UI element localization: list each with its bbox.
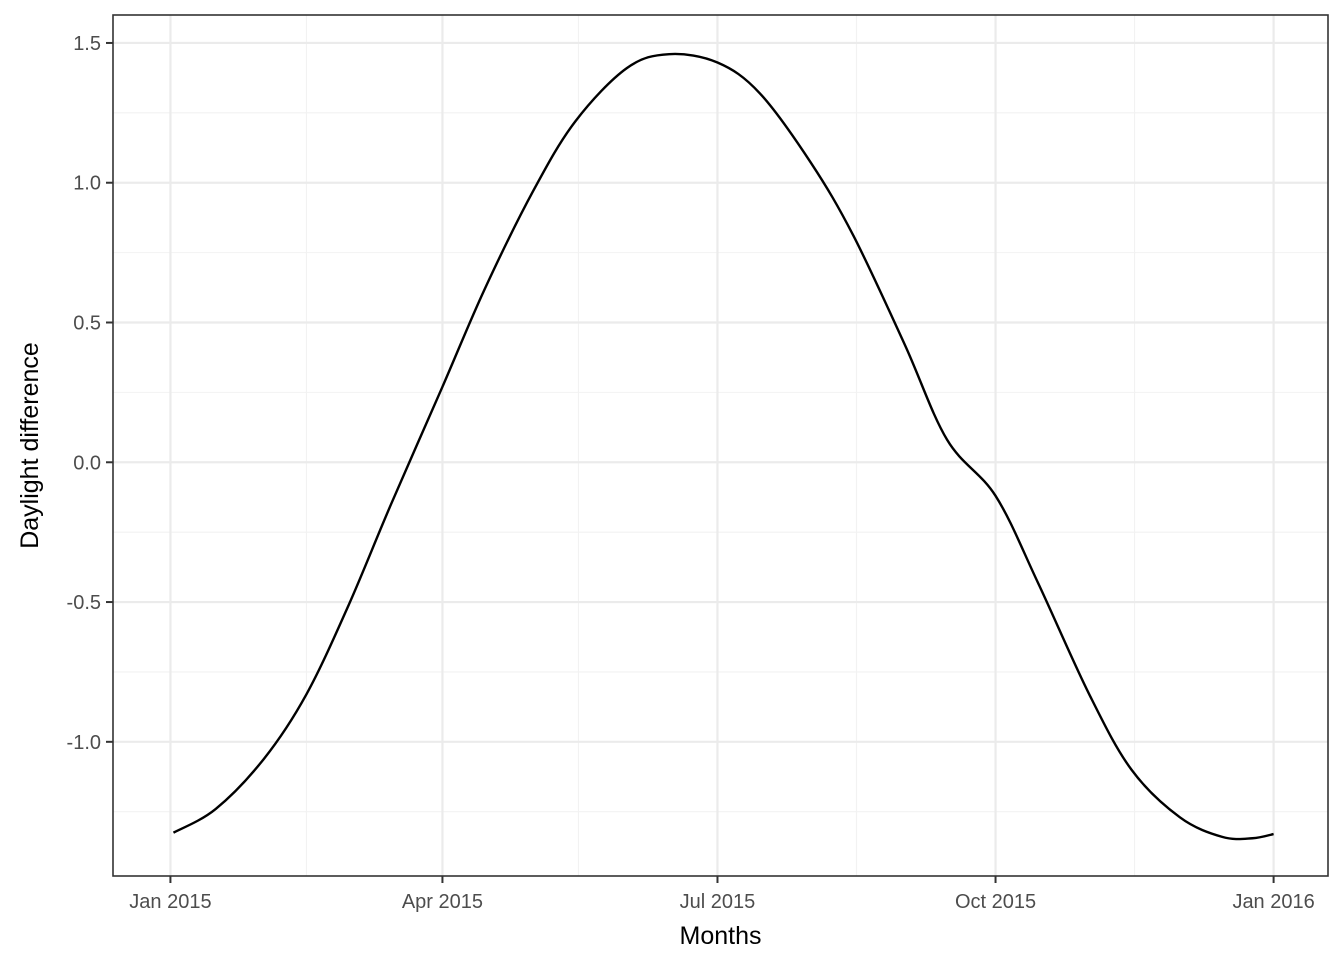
x-tick-label: Apr 2015 xyxy=(402,891,483,913)
y-tick-label: 0.0 xyxy=(73,452,101,474)
x-tick-label: Oct 2015 xyxy=(955,891,1036,913)
x-tick-label: Jan 2015 xyxy=(129,891,211,913)
y-axis-title: Daylight difference xyxy=(16,342,44,549)
x-tick-label: Jan 2016 xyxy=(1232,891,1314,913)
x-axis: Jan 2015 Apr 2015 Jul 2015 Oct 2015 Jan 2016 xyxy=(129,876,1315,913)
minor-gridlines xyxy=(113,15,1328,876)
x-axis-title: Months xyxy=(680,922,762,950)
y-tick-label: -1.0 xyxy=(67,732,101,754)
y-axis: 1.5 1.0 0.5 0.0 -0.5 -1.0 xyxy=(67,33,113,754)
y-tick-label: 0.5 xyxy=(73,313,101,335)
y-tick-label: 1.0 xyxy=(73,173,101,195)
x-tick-label: Jul 2015 xyxy=(680,891,756,913)
series-layer xyxy=(172,52,1274,841)
y-tick-label: 1.5 xyxy=(73,33,101,55)
major-gridlines xyxy=(113,15,1328,876)
panel-border xyxy=(112,14,1329,877)
series-line xyxy=(172,52,1274,841)
y-tick-label: -0.5 xyxy=(67,592,101,614)
